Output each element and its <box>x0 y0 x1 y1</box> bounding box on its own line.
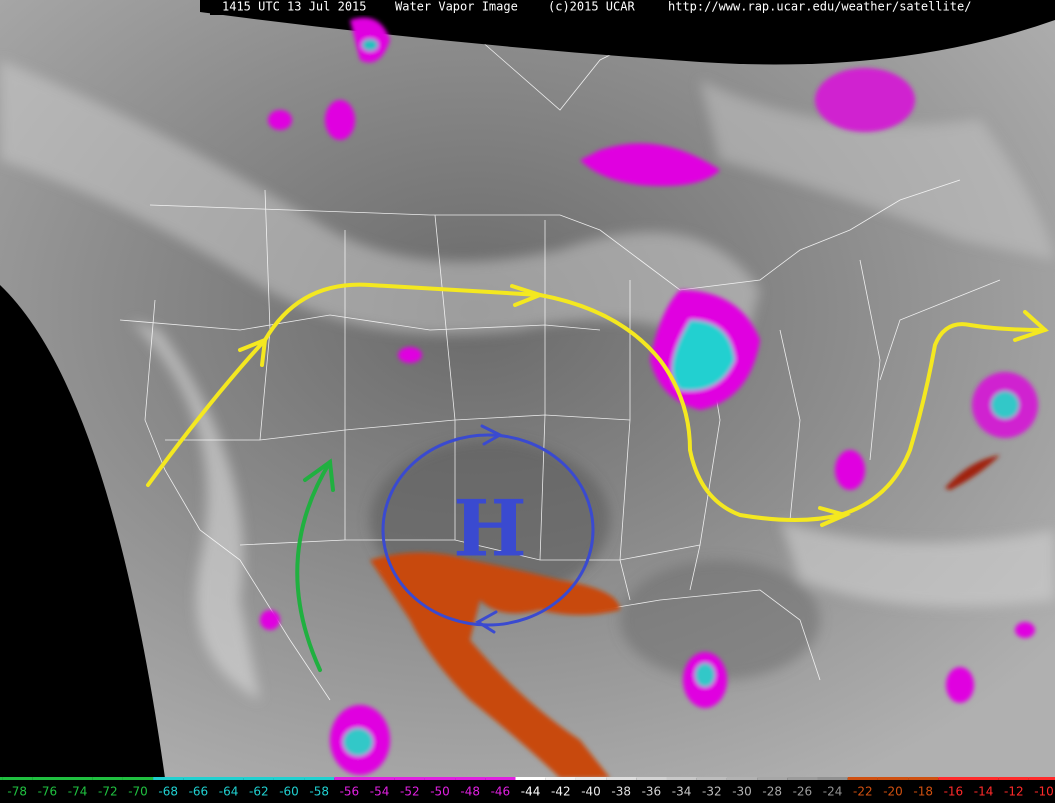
space-left <box>0 285 165 778</box>
colorbar-label: -38 <box>611 785 631 799</box>
space-top <box>200 0 1055 65</box>
header-bar <box>210 0 985 15</box>
political-borders <box>119 19 1001 776</box>
colorbar-swatch <box>757 777 788 780</box>
colorbar-label: -70 <box>128 785 148 799</box>
colorbar-swatch <box>817 777 848 780</box>
colorbar-label: -68 <box>158 785 178 799</box>
colorbar-swatch <box>62 777 93 780</box>
colorbar-swatch <box>847 777 878 780</box>
colorbar-label: -74 <box>68 785 88 799</box>
colorbar-swatch <box>998 777 1029 780</box>
header-url: http://www.rap.ucar.edu/weather/satellit… <box>668 0 971 14</box>
colorbar-swatch <box>243 777 274 780</box>
header-time: 1415 UTC 13 Jul 2015 <box>222 0 367 14</box>
colorbar-swatch <box>606 777 637 780</box>
colorbar-swatch <box>304 777 335 780</box>
colorbar-swatch <box>364 777 395 780</box>
colorbar-label: -16 <box>944 785 964 799</box>
colorbar-swatch <box>0 777 3 780</box>
cold-cloud-tops <box>260 17 1038 778</box>
colorbar-swatch <box>424 777 456 780</box>
colorbar-label: -76 <box>38 785 58 799</box>
monsoon-arrow <box>295 460 332 672</box>
colorbar-label: -36 <box>642 785 662 799</box>
colorbar-label: -14 <box>974 785 994 799</box>
high-label: H <box>453 484 527 575</box>
colorbar-swatch <box>515 777 546 780</box>
high-pressure-circle <box>381 433 595 627</box>
colorbar-swatch <box>183 777 214 780</box>
colorbar-swatch <box>122 777 154 780</box>
colorbar-swatch <box>455 777 486 780</box>
colorbar-label: -60 <box>279 785 299 799</box>
jet-stream-arrowheads <box>238 284 1049 527</box>
colorbar-swatch <box>334 777 365 780</box>
high-pressure-arrowheads <box>475 424 504 634</box>
colorbar-label: -56 <box>340 785 360 799</box>
colorbar-background <box>0 778 1055 803</box>
colorbar-label: -22 <box>853 785 873 799</box>
colorbar-swatch <box>545 777 576 780</box>
colorbar-swatch <box>575 777 607 780</box>
colorbar-label: -64 <box>219 785 239 799</box>
colorbar-swatch <box>213 777 244 780</box>
colorbar-swatch <box>787 777 818 780</box>
colorbar-label: -52 <box>400 785 420 799</box>
colorbar-swatch <box>636 777 667 780</box>
header-copyright: (c)2015 UCAR <box>548 0 635 14</box>
colorbar-label: -78 <box>7 785 27 799</box>
colorbar-swatch <box>877 777 909 780</box>
cloud-texture <box>0 60 1055 700</box>
colorbar-label: -72 <box>98 785 118 799</box>
colorbar-label: -24 <box>823 785 843 799</box>
colorbar-label: -42 <box>551 785 571 799</box>
colorbar-label: -28 <box>762 785 782 799</box>
colorbar-label: -30 <box>732 785 752 799</box>
colorbar-label: -50 <box>430 785 450 799</box>
colorbar-label: -44 <box>521 785 541 799</box>
colorbar-label: -46 <box>491 785 511 799</box>
monsoon-arrowhead <box>303 458 335 492</box>
colorbar-swatch <box>696 777 727 780</box>
colorbar-swatch <box>394 777 425 780</box>
colorbar-swatch <box>485 777 516 780</box>
colorbar-label: -20 <box>883 785 903 799</box>
colorbar-swatch <box>666 777 697 780</box>
colorbar-label: -12 <box>1004 785 1024 799</box>
colorbar-swatch <box>1028 777 1055 780</box>
colorbar-label: -54 <box>370 785 390 799</box>
colorbar-label: -40 <box>581 785 601 799</box>
colorbar-swatch <box>908 777 939 780</box>
colorbar-label: -58 <box>309 785 329 799</box>
colorbar-swatch <box>153 777 184 780</box>
colorbar-label: -34 <box>672 785 692 799</box>
colorbar-label: -62 <box>249 785 269 799</box>
jet-stream-arrow <box>146 282 1047 522</box>
colorbar-label: -18 <box>913 785 933 799</box>
colorbar-swatch <box>92 777 123 780</box>
colorbar-label: -26 <box>793 785 813 799</box>
colorbar-label: -10 <box>1034 785 1054 799</box>
colorbar-swatch <box>2 777 33 780</box>
colorbar-label: -66 <box>189 785 209 799</box>
colorbar-swatch <box>273 777 305 780</box>
flow-annotations <box>146 282 1049 672</box>
colorbar-label: -32 <box>702 785 722 799</box>
colorbar-swatch <box>968 777 999 780</box>
colorbar-label: -48 <box>460 785 480 799</box>
header-product: Water Vapor Image <box>395 0 518 14</box>
colorbar: -80-78-76-74-72-70-68-66-64-62-60-58-56-… <box>0 777 1055 799</box>
colorbar-swatch <box>726 777 758 780</box>
colorbar-swatch <box>32 777 63 780</box>
colorbar-swatch <box>938 777 969 780</box>
